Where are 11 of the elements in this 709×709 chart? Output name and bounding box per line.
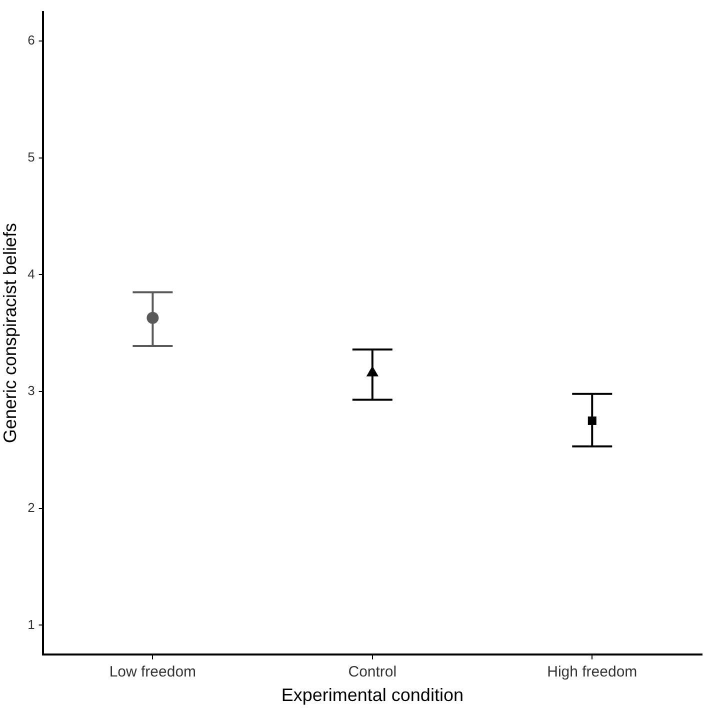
x-tick-label: Low freedom — [109, 664, 196, 681]
y-tick-label: 3 — [28, 383, 35, 398]
x-axis-title: Experimental condition — [281, 685, 464, 706]
x-tick-label: Control — [348, 664, 397, 681]
y-tick-label: 6 — [28, 32, 35, 48]
y-tick-label: 2 — [28, 500, 35, 515]
y-axis-title: Generic conspiracist beliefs — [0, 223, 20, 444]
x-tick-label: High freedom — [547, 664, 638, 681]
y-tick-label: 1 — [28, 616, 35, 632]
y-tick-label: 4 — [28, 266, 35, 282]
y-tick-label: 5 — [28, 149, 35, 164]
